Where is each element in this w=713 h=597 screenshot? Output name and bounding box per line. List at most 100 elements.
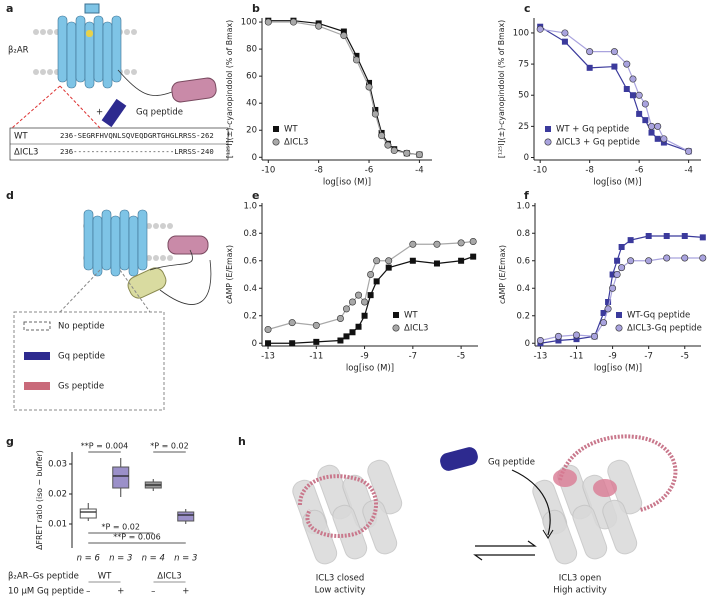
lipid xyxy=(146,223,152,229)
marker xyxy=(373,257,381,265)
marker xyxy=(355,291,363,299)
marker xyxy=(343,333,350,340)
table-cell: 236-SEGRFHVQNLSQVEQDGRTGHGLRRSS-262 xyxy=(60,131,214,140)
box xyxy=(177,511,195,522)
marker xyxy=(372,106,379,113)
legend-label: WT xyxy=(404,311,418,321)
helix xyxy=(92,215,103,277)
helix xyxy=(75,15,86,83)
row-label: β₂AR–Gs peptide xyxy=(8,572,79,582)
lipid xyxy=(160,255,166,261)
legend-marker xyxy=(273,126,279,132)
marker xyxy=(385,257,393,265)
y-axis-label: [¹²⁵I](±)-cyanopindolol (% of Bmax) xyxy=(225,20,234,158)
legend-marker xyxy=(615,324,623,332)
marker xyxy=(315,22,323,30)
annotation: *P = 0.02 xyxy=(102,523,140,532)
lipid xyxy=(153,223,159,229)
marker xyxy=(433,260,440,267)
marker xyxy=(313,338,320,345)
y-tick-label: 0.03 xyxy=(48,460,67,470)
marker xyxy=(663,254,671,262)
series-line xyxy=(268,256,474,344)
panel-label: d xyxy=(6,189,14,202)
legend-box xyxy=(13,311,165,411)
helix xyxy=(93,15,104,83)
legend-symbol xyxy=(24,382,50,390)
y-axis-label: [¹²⁵I](±)-cyanopindolol (% of Bmax) xyxy=(497,20,506,158)
n-label: n = 4 xyxy=(142,554,165,564)
lipid xyxy=(167,255,173,261)
marker xyxy=(629,92,636,99)
lipid xyxy=(160,223,166,229)
box xyxy=(79,508,97,519)
peptide-label: Gq peptide xyxy=(488,458,535,468)
helix xyxy=(128,215,139,277)
legend-marker xyxy=(393,312,399,318)
yellow-site xyxy=(86,30,93,37)
x-axis-label: log[iso (M)] xyxy=(346,364,394,374)
marker xyxy=(618,244,625,250)
marker xyxy=(367,292,374,299)
legend-marker xyxy=(544,138,552,146)
y-tick-label: 20 xyxy=(246,126,257,136)
plus: + xyxy=(96,108,103,118)
link xyxy=(59,269,151,313)
y-tick-label: 0.8 xyxy=(243,229,257,239)
marker xyxy=(573,336,580,343)
marker xyxy=(623,60,631,68)
y-tick-label: 100 xyxy=(513,28,529,38)
marker xyxy=(610,48,618,56)
marker xyxy=(384,141,392,149)
marker xyxy=(409,240,417,248)
lipid xyxy=(146,255,152,261)
marker xyxy=(352,56,360,64)
y-tick-label: 40 xyxy=(246,99,257,109)
tail xyxy=(117,69,173,96)
marker xyxy=(536,336,544,344)
legend-symbol xyxy=(24,352,50,360)
x-tick-label: -5 xyxy=(681,352,689,362)
genotype: ΔICL3 xyxy=(157,572,181,582)
helix xyxy=(110,215,121,277)
y-tick-label: 0.6 xyxy=(516,256,530,266)
y-tick-label: 0.6 xyxy=(243,256,257,266)
marker xyxy=(342,305,350,313)
tail xyxy=(149,249,212,305)
marker xyxy=(614,257,621,264)
marker xyxy=(367,270,375,278)
marker xyxy=(349,298,357,306)
y-tick-label: 100 xyxy=(241,18,257,28)
marker xyxy=(264,18,272,26)
marker xyxy=(586,64,593,71)
panel-label: g xyxy=(6,435,14,448)
lipid xyxy=(40,29,46,35)
peptide-label: Gq peptide xyxy=(136,108,183,118)
lipid xyxy=(153,255,159,261)
helix xyxy=(362,499,398,555)
marker xyxy=(458,257,465,264)
gq-peptide xyxy=(440,447,478,471)
marker xyxy=(373,278,380,285)
series-line xyxy=(268,20,420,156)
helix xyxy=(83,209,94,271)
marker xyxy=(561,29,569,37)
marker xyxy=(361,312,368,319)
lipid xyxy=(33,69,39,75)
x-tick-label: -8 xyxy=(314,166,322,176)
marker xyxy=(403,149,411,157)
y-tick-label: 0 xyxy=(524,153,529,163)
y-tick-label: 0 xyxy=(252,153,257,163)
marker xyxy=(378,132,386,140)
marker xyxy=(365,83,373,91)
marker xyxy=(681,254,689,262)
marker xyxy=(654,135,661,142)
sign: + xyxy=(117,587,124,597)
x-tick-label: -9 xyxy=(608,352,616,362)
marker xyxy=(288,319,296,327)
y-axis-label: ΔFRET ratio (iso − buffer) xyxy=(35,450,44,550)
table-cell: 236-----------------------LRRSS-240 xyxy=(60,147,214,156)
marker xyxy=(600,310,607,316)
marker xyxy=(337,337,344,344)
